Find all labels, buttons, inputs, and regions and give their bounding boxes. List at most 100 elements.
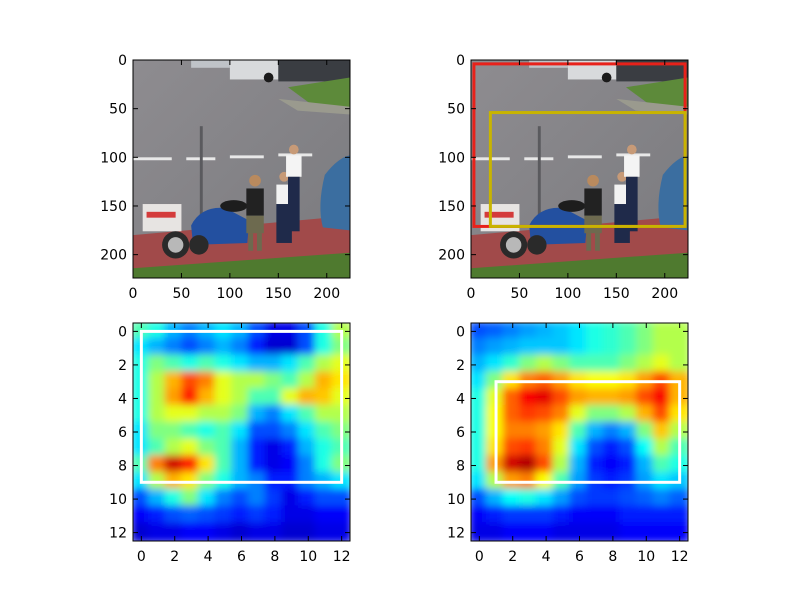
heatmap-cell xyxy=(231,522,252,541)
x-tick-label: 4 xyxy=(542,549,551,565)
heatmap-cell xyxy=(669,522,688,541)
heatmap-cell xyxy=(635,388,657,409)
heatmap-cell xyxy=(297,404,319,426)
heatmap-cell xyxy=(314,488,336,510)
heatmap-cell xyxy=(502,323,524,342)
heatmap-cell xyxy=(197,421,219,443)
x-tick-label: 200 xyxy=(651,286,678,302)
heatmap-cell xyxy=(569,438,590,460)
heatmap-cell xyxy=(585,438,607,460)
x-tick-label: 4 xyxy=(204,549,213,565)
heatmap-cell xyxy=(133,488,152,510)
x-tick-label: 10 xyxy=(299,549,317,565)
heatmap-cell xyxy=(652,438,674,460)
heatmap-cell xyxy=(264,337,286,359)
heatmap-cell xyxy=(502,404,524,426)
heatmap-cell xyxy=(164,421,186,443)
heatmap-cell xyxy=(635,404,657,426)
heatmap-cell xyxy=(231,421,252,443)
heatmap-cell xyxy=(264,421,286,443)
heatmap-cell xyxy=(669,488,688,510)
heatmap-cell xyxy=(331,522,350,541)
heatmap-cell xyxy=(585,354,607,376)
heatmap-cell xyxy=(281,337,302,359)
heatmap-cell xyxy=(535,323,557,342)
heatmap-cell xyxy=(147,488,169,510)
heatmap-cell xyxy=(585,522,607,541)
street-photo xyxy=(133,60,350,278)
heatmap-cell xyxy=(619,323,640,342)
heatmap-cell xyxy=(569,323,590,342)
heatmap-cell xyxy=(485,522,507,541)
heatmap-cell xyxy=(669,323,688,342)
heatmap-cell xyxy=(314,404,336,426)
heatmap-cell xyxy=(535,421,557,443)
heatmap-cell xyxy=(602,323,624,342)
heatmap-cell xyxy=(619,488,640,510)
heatmap-cell xyxy=(197,388,219,409)
heatmap-cell xyxy=(214,522,236,541)
heatmap-cell xyxy=(519,421,540,443)
heatmap-cell xyxy=(231,455,252,476)
heatmap-cell xyxy=(214,354,236,376)
heatmap-cell xyxy=(297,337,319,359)
heatmap-cell xyxy=(471,388,490,409)
heatmap-cell xyxy=(652,522,674,541)
heatmap-cell xyxy=(214,388,236,409)
heatmap-cell xyxy=(485,337,507,359)
heatmap-cell xyxy=(164,388,186,409)
heatmap-cell xyxy=(281,438,302,460)
heatmap-cell xyxy=(669,337,688,359)
y-tick-label: 10 xyxy=(109,492,127,508)
y-tick-label: 0 xyxy=(456,324,465,340)
heatmap-cell xyxy=(519,522,540,541)
heatmap-cell xyxy=(485,323,507,342)
heatmap-cell xyxy=(197,505,219,527)
heatmap-cell xyxy=(502,488,524,510)
heatmap-cell xyxy=(602,404,624,426)
bounding-box-1 xyxy=(139,329,344,484)
heatmap-cell xyxy=(502,421,524,443)
heatmap-cell xyxy=(635,421,657,443)
heatmap-cells xyxy=(471,323,688,541)
heatmap-cell xyxy=(164,371,186,393)
x-tick-label: 2 xyxy=(508,549,517,565)
heatmap-cell xyxy=(519,337,540,359)
bounding-box-1 xyxy=(494,380,682,484)
heatmap-cell xyxy=(164,505,186,527)
heatmap-cell xyxy=(281,388,302,409)
heatmap-cell xyxy=(635,488,657,510)
heatmap-cell xyxy=(297,488,319,510)
heatmap-cell xyxy=(471,505,490,527)
heatmap-cell xyxy=(471,522,490,541)
heatmap-cell xyxy=(602,522,624,541)
heatmap-cell xyxy=(264,488,286,510)
heatmap-cell xyxy=(652,421,674,443)
heatmap-cell xyxy=(197,404,219,426)
heatmap-cell xyxy=(197,455,219,476)
heatmap-cell xyxy=(281,371,302,393)
heatmap-cell xyxy=(471,488,490,510)
y-tick-label: 6 xyxy=(118,425,127,441)
heatmap-cell xyxy=(602,354,624,376)
heatmap-cell xyxy=(264,404,286,426)
heatmap-cell xyxy=(214,455,236,476)
heatmap-cell xyxy=(552,323,574,342)
heatmap-cell xyxy=(197,354,219,376)
heatmap-cell xyxy=(197,371,219,393)
heatmap-cell xyxy=(264,371,286,393)
panel-1: 0 50 100 150 200 0 50 100 150 200 xyxy=(100,53,351,302)
heatmap-cell xyxy=(535,505,557,527)
heatmap-cell xyxy=(619,404,640,426)
heatmap-cell xyxy=(485,354,507,376)
heatmap-cell xyxy=(602,421,624,443)
heatmap-cell xyxy=(264,455,286,476)
heatmap-cell xyxy=(535,488,557,510)
heatmap-cell xyxy=(635,354,657,376)
y-tick-label: 0 xyxy=(456,53,465,69)
heatmap-cell xyxy=(535,455,557,476)
x-tick-label: 0 xyxy=(467,286,476,302)
heatmap-cell xyxy=(181,438,202,460)
y-tick-label: 4 xyxy=(456,391,465,407)
x-tick-label: 150 xyxy=(265,286,292,302)
